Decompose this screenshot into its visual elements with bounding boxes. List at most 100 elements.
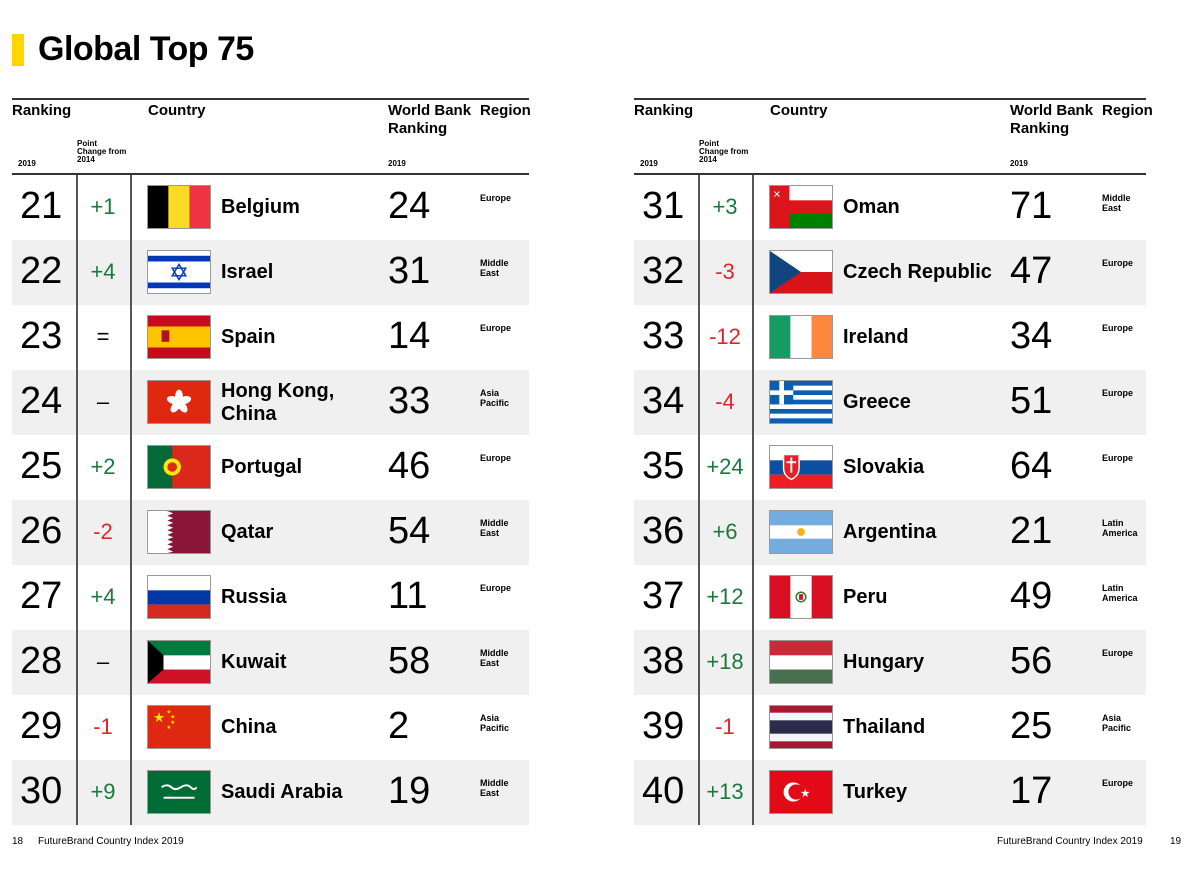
world-bank-rank: 71 bbox=[1010, 185, 1053, 227]
header-ranking: Ranking bbox=[12, 102, 72, 119]
world-bank-rank: 58 bbox=[388, 640, 431, 682]
country-name: Czech Republic bbox=[843, 261, 992, 283]
region: Middle East bbox=[480, 648, 509, 668]
rank-value: 32 bbox=[642, 250, 685, 292]
rank-value: 40 bbox=[642, 770, 685, 812]
oman-flag-icon: ✕ bbox=[769, 185, 833, 229]
header-ranking: Ranking bbox=[634, 102, 694, 119]
svg-text:✕: ✕ bbox=[773, 190, 781, 201]
country-name: Oman bbox=[843, 196, 900, 218]
region: Latin America bbox=[1102, 518, 1138, 538]
ireland-flag-icon bbox=[769, 315, 833, 359]
table-row: 30 +9 Saudi Arabia 19 Middle East bbox=[12, 760, 529, 825]
rank-value: 24 bbox=[20, 380, 63, 422]
page-number-right: 19 bbox=[1170, 836, 1182, 847]
country-name: Qatar bbox=[221, 521, 274, 543]
world-bank-rank: 24 bbox=[388, 185, 431, 227]
saudi-flag-icon bbox=[147, 770, 211, 814]
table-row: 21 +1 Belgium 24 Europe bbox=[12, 175, 529, 240]
region: Asia Pacific bbox=[480, 713, 510, 733]
country-name: Turkey bbox=[843, 781, 908, 803]
rank-value: 23 bbox=[20, 315, 63, 357]
svg-text:★: ★ bbox=[800, 788, 810, 800]
slovakia-flag-icon bbox=[769, 445, 833, 489]
point-change: -2 bbox=[93, 519, 113, 544]
region: Middle East bbox=[480, 518, 509, 538]
hongkong-flag-icon bbox=[147, 380, 211, 424]
rank-value: 26 bbox=[20, 510, 63, 552]
peru-flag-icon bbox=[769, 575, 833, 619]
country-name: Thailand bbox=[843, 716, 926, 738]
svg-text:★: ★ bbox=[166, 724, 171, 731]
footer-text-left: FutureBrand Country Index 2019 bbox=[38, 836, 184, 847]
point-change: +2 bbox=[90, 454, 116, 479]
country-name: Ireland bbox=[843, 326, 909, 348]
header-point-change: Point Change from 2014 bbox=[699, 139, 749, 164]
point-change: +3 bbox=[712, 194, 738, 219]
world-bank-rank: 11 bbox=[388, 575, 428, 617]
world-bank-rank: 17 bbox=[1010, 770, 1053, 812]
world-bank-rank: 34 bbox=[1010, 315, 1053, 357]
world-bank-rank: 47 bbox=[1010, 250, 1053, 292]
rank-value: 31 bbox=[642, 185, 685, 227]
turkey-flag-icon: ★ bbox=[769, 770, 833, 814]
country-name: Peru bbox=[843, 586, 888, 608]
svg-text:★: ★ bbox=[170, 719, 175, 726]
table-header: Ranking 2019 Point Change from 2014 Coun… bbox=[12, 98, 531, 175]
country-name: Hong Kong, China bbox=[221, 380, 335, 425]
table-row: 32 -3 Czech Republic 47 Europe bbox=[634, 240, 1146, 305]
world-bank-rank: 56 bbox=[1010, 640, 1053, 682]
region: Europe bbox=[480, 583, 512, 593]
rank-value: 22 bbox=[20, 250, 63, 292]
table-row: 31 +3 ✕ Oman 71 Middle East bbox=[634, 175, 1146, 240]
rank-value: 27 bbox=[20, 575, 63, 617]
china-flag-icon: ★ ★ ★ ★ ★ bbox=[147, 705, 211, 749]
point-change: +1 bbox=[90, 194, 116, 219]
table-row: 27 +4 Russia 11 Europe bbox=[12, 565, 529, 630]
argentina-flag-icon bbox=[769, 510, 833, 554]
table-row: 22 +4 Israel 31 Middle East bbox=[12, 240, 529, 305]
table-row: 29 -1 ★ ★ ★ ★ ★ China 2 Asia Pacific bbox=[12, 695, 529, 760]
country-name: China bbox=[221, 716, 277, 738]
world-bank-rank: 49 bbox=[1010, 575, 1053, 617]
table-row: 40 +13 ★ Turkey 17 Europe bbox=[634, 760, 1146, 825]
country-name: Russia bbox=[221, 586, 287, 608]
header-world-bank-year: 2019 bbox=[1010, 159, 1028, 168]
header-world-bank: World Bank Ranking bbox=[388, 102, 472, 137]
greece-flag-icon bbox=[769, 380, 833, 424]
table-row: 26 -2 Qatar 54 Middle East bbox=[12, 500, 529, 565]
world-bank-rank: 64 bbox=[1010, 445, 1053, 487]
world-bank-rank: 25 bbox=[1010, 705, 1053, 747]
page-title: Global Top 75 bbox=[38, 30, 254, 68]
region: Middle East bbox=[480, 778, 509, 798]
world-bank-rank: 31 bbox=[388, 250, 431, 292]
israel-flag-icon bbox=[147, 250, 211, 294]
region: Europe bbox=[480, 193, 512, 203]
rank-value: 36 bbox=[642, 510, 685, 552]
header-country: Country bbox=[148, 102, 206, 119]
region: Europe bbox=[1102, 388, 1134, 398]
point-change: +4 bbox=[90, 584, 116, 609]
header-world-bank: World Bank Ranking bbox=[1010, 102, 1094, 137]
world-bank-rank: 21 bbox=[1010, 510, 1053, 552]
portugal-flag-icon bbox=[147, 445, 211, 489]
region: Europe bbox=[1102, 258, 1134, 268]
footer-text-right: FutureBrand Country Index 2019 bbox=[997, 836, 1143, 847]
region: Europe bbox=[1102, 323, 1134, 333]
region: Europe bbox=[1102, 453, 1134, 463]
region: Asia Pacific bbox=[1102, 713, 1132, 733]
world-bank-rank: 51 bbox=[1010, 380, 1053, 422]
table-row: 33 -12 Ireland 34 Europe bbox=[634, 305, 1146, 370]
belgium-flag-icon bbox=[147, 185, 211, 229]
point-change: +9 bbox=[90, 779, 116, 804]
table-header: Ranking 2019 Point Change from 2014 Coun… bbox=[634, 98, 1153, 175]
point-change: -1 bbox=[93, 714, 113, 739]
country-name: Portugal bbox=[221, 456, 303, 478]
rank-value: 39 bbox=[642, 705, 685, 747]
country-name: Spain bbox=[221, 326, 276, 348]
ranking-table-right: Ranking 2019 Point Change from 2014 Coun… bbox=[634, 98, 1153, 825]
header-region: Region bbox=[1102, 102, 1153, 119]
point-change: -4 bbox=[715, 389, 735, 414]
table-row: 28 – Kuwait 58 Middle East bbox=[12, 630, 529, 695]
rank-value: 35 bbox=[642, 445, 685, 487]
